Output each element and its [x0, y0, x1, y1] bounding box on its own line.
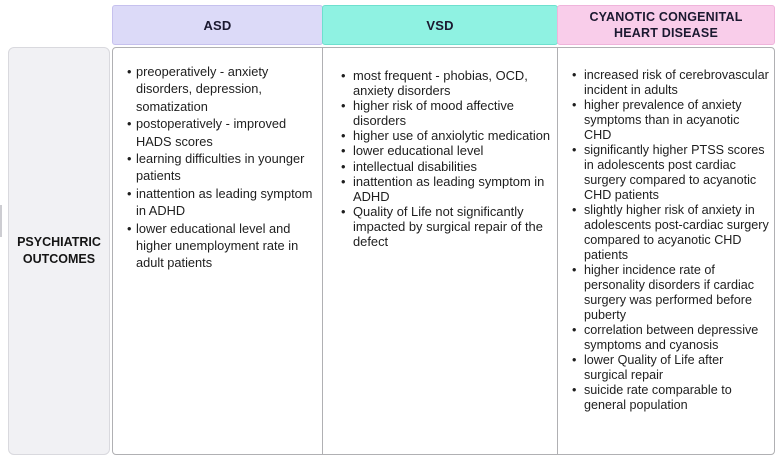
cyanotic-chd-outcomes-cell: increased risk of cerebrovascular incide…: [557, 47, 775, 455]
vsd-bullet-list: most frequent - phobias, OCD, anxiety di…: [341, 68, 551, 249]
cyanotic-chd-bullet-list: increased risk of cerebrovascular incide…: [572, 68, 770, 413]
bullet-item: higher risk of mood affective disorders: [341, 98, 551, 128]
bullet-item: higher prevalence of anxiety symptoms th…: [572, 98, 770, 143]
bullet-item: suicide rate comparable to general popul…: [572, 383, 770, 413]
bullet-item: significantly higher PTSS scores in adol…: [572, 143, 770, 203]
bullet-item: preoperatively - anxiety disorders, depr…: [127, 63, 320, 115]
bullet-item: higher incidence rate of personality dis…: [572, 263, 770, 323]
vsd-outcomes-cell: most frequent - phobias, OCD, anxiety di…: [322, 47, 558, 455]
bullet-item: inattention as leading symptom in ADHD: [341, 174, 551, 204]
bullet-item: lower educational level: [341, 143, 551, 158]
column-header-vsd: VSD: [322, 5, 558, 45]
asd-outcomes-cell: preoperatively - anxiety disorders, depr…: [112, 47, 323, 455]
bullet-item: lower Quality of Life after surgical rep…: [572, 353, 770, 383]
bullet-item: increased risk of cerebrovascular incide…: [572, 68, 770, 98]
bullet-item: higher use of anxiolytic medication: [341, 128, 551, 143]
bullet-item: intellectual disabilities: [341, 159, 551, 174]
bullet-item: postoperatively - improved HADS scores: [127, 115, 320, 150]
row-label-psychiatric-outcomes: PSYCHIATRIC OUTCOMES: [8, 47, 110, 455]
bullet-item: lower educational level and higher unemp…: [127, 220, 320, 272]
column-header-asd: ASD: [112, 5, 323, 45]
bullet-item: slightly higher risk of anxiety in adole…: [572, 203, 770, 263]
bullet-item: inattention as leading symptom in ADHD: [127, 185, 320, 220]
asd-bullet-list: preoperatively - anxiety disorders, depr…: [127, 63, 320, 272]
bullet-item: learning difficulties in younger patient…: [127, 150, 320, 185]
bullet-item: correlation between depressive symptoms …: [572, 323, 770, 353]
screenshot-edge-artifact: [0, 205, 2, 237]
bullet-item: Quality of Life not significantly impact…: [341, 204, 551, 249]
bullet-item: most frequent - phobias, OCD, anxiety di…: [341, 68, 551, 98]
column-header-cyanotic-chd: CYANOTIC CONGENITAL HEART DISEASE: [557, 5, 775, 45]
